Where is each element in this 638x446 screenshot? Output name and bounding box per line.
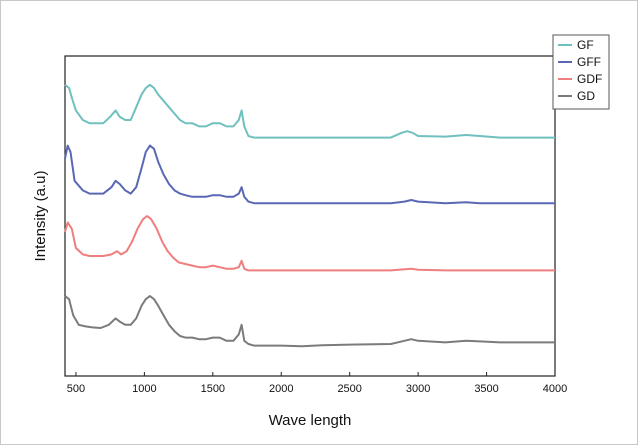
x-tick-label: 2000	[269, 383, 293, 395]
legend-label-gd: GD	[577, 89, 595, 103]
x-tick-label: 1500	[201, 383, 225, 395]
series-line-gd	[64, 295, 555, 348]
x-tick-label: 1000	[132, 383, 156, 395]
series-line-gdf	[64, 215, 555, 272]
series-line-gff	[64, 144, 555, 205]
legend-label-gdf: GDF	[577, 72, 602, 86]
y-axis-title: Intensity (a.u)	[32, 171, 49, 262]
series-group	[64, 83, 555, 348]
x-tick-label: 4000	[543, 383, 567, 395]
legend-label-gff: GFF	[577, 55, 601, 69]
series-line-gf	[64, 83, 555, 139]
plot-area-frame	[64, 55, 556, 377]
x-tick-label: 3000	[406, 383, 430, 395]
x-axis-title: Wave length	[269, 412, 352, 429]
x-axis-ticks: 500 1000 1500 2000 2500 3000 3500 4000	[67, 372, 567, 395]
legend: GF GFF GDF GD	[552, 34, 610, 110]
legend-label-gf: GF	[577, 38, 594, 52]
x-tick-label: 2500	[337, 383, 361, 395]
x-tick-label: 3500	[474, 383, 498, 395]
x-tick-label: 500	[67, 383, 85, 395]
